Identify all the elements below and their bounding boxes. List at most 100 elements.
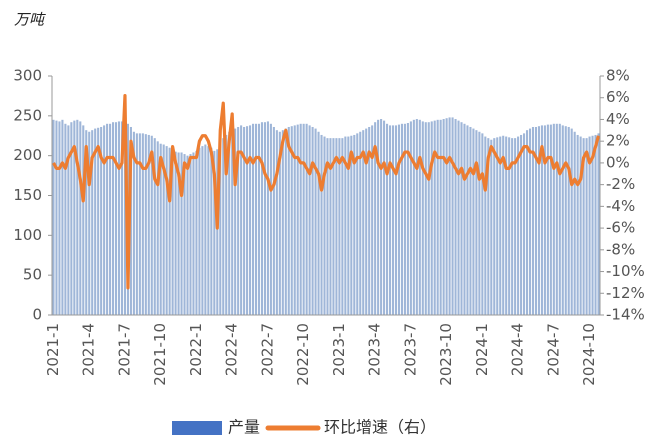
bar — [293, 125, 296, 315]
bar — [508, 137, 511, 315]
bar — [466, 125, 469, 315]
bar — [418, 119, 421, 315]
bar — [240, 125, 243, 315]
bar — [88, 131, 91, 315]
bar — [281, 130, 284, 315]
bar — [91, 130, 94, 315]
bar — [317, 131, 320, 315]
bar — [493, 138, 496, 315]
y2-tick-label: -6% — [606, 219, 635, 237]
bar — [243, 126, 246, 315]
bar — [165, 146, 168, 315]
x-tick-label: 2024-1 — [473, 323, 491, 376]
bar — [237, 126, 240, 315]
bar — [296, 124, 299, 315]
bar — [159, 143, 162, 315]
bar — [94, 128, 97, 315]
bar — [591, 135, 594, 315]
bar — [320, 134, 323, 315]
bar — [290, 126, 293, 315]
bar — [368, 126, 371, 315]
bar — [278, 131, 281, 315]
bar — [201, 146, 204, 315]
y2-tick-label: -4% — [606, 197, 635, 215]
bar — [546, 124, 549, 315]
bar — [234, 128, 237, 315]
bar — [308, 125, 311, 315]
y2-tick-label: 0% — [606, 153, 630, 171]
bar — [386, 123, 389, 315]
bar — [73, 120, 76, 315]
bar — [520, 134, 523, 315]
bar — [436, 119, 439, 315]
bar — [162, 144, 165, 315]
bar — [463, 123, 466, 315]
bar — [511, 138, 514, 315]
bar — [475, 130, 478, 315]
y-tick-label: 0 — [32, 306, 42, 324]
x-tick-label: 2024-10 — [580, 323, 598, 386]
bar — [517, 136, 520, 315]
bar — [183, 154, 186, 315]
bar — [254, 123, 258, 315]
x-tick-label: 2023-10 — [437, 323, 455, 386]
bar — [171, 150, 174, 315]
bar — [64, 123, 67, 315]
x-tick-label: 2022-4 — [223, 323, 241, 376]
bar — [114, 122, 118, 315]
bar — [112, 122, 115, 315]
bar — [528, 128, 532, 315]
bar — [439, 119, 442, 315]
bar — [195, 150, 198, 315]
bar — [451, 117, 454, 315]
bar — [415, 119, 418, 316]
bar — [323, 136, 326, 315]
y-tick-label: 200 — [13, 146, 42, 164]
bar — [177, 152, 180, 315]
bar — [448, 117, 451, 315]
bar — [299, 123, 302, 315]
y2-tick-label: -2% — [606, 175, 635, 193]
y-tick-label: 250 — [13, 106, 42, 124]
bar — [52, 119, 55, 315]
bar — [502, 135, 505, 315]
bar — [210, 147, 213, 315]
bar — [287, 126, 290, 315]
bar — [228, 131, 231, 315]
bar — [275, 130, 278, 315]
bar — [487, 138, 490, 315]
bar — [76, 119, 79, 315]
bar — [391, 125, 395, 315]
bar — [79, 121, 82, 315]
bar — [543, 125, 546, 315]
bar — [174, 151, 177, 315]
bar — [168, 147, 171, 315]
bar — [147, 134, 150, 315]
bar — [454, 119, 457, 316]
bar — [484, 136, 487, 315]
bar — [70, 122, 73, 315]
bar — [445, 118, 448, 316]
bar — [567, 126, 570, 315]
bar — [549, 124, 552, 315]
bar — [579, 136, 582, 315]
bar — [531, 126, 535, 315]
bar — [257, 123, 261, 315]
bar — [341, 138, 344, 315]
x-tick-label: 2023-1 — [330, 323, 348, 376]
bar — [246, 126, 249, 315]
bar — [374, 122, 377, 315]
y2-tick-label: -10% — [606, 262, 645, 280]
y2-tick-label: 2% — [606, 132, 630, 150]
bar — [388, 125, 392, 315]
bar — [457, 120, 460, 315]
bar — [100, 126, 103, 315]
bar — [216, 149, 219, 315]
y2-tick-label: -12% — [606, 284, 645, 302]
bar — [359, 131, 362, 315]
bar — [335, 138, 338, 315]
bar — [222, 138, 225, 315]
y-tick-label: 100 — [13, 226, 42, 244]
bar — [82, 125, 85, 315]
bar — [61, 119, 64, 315]
